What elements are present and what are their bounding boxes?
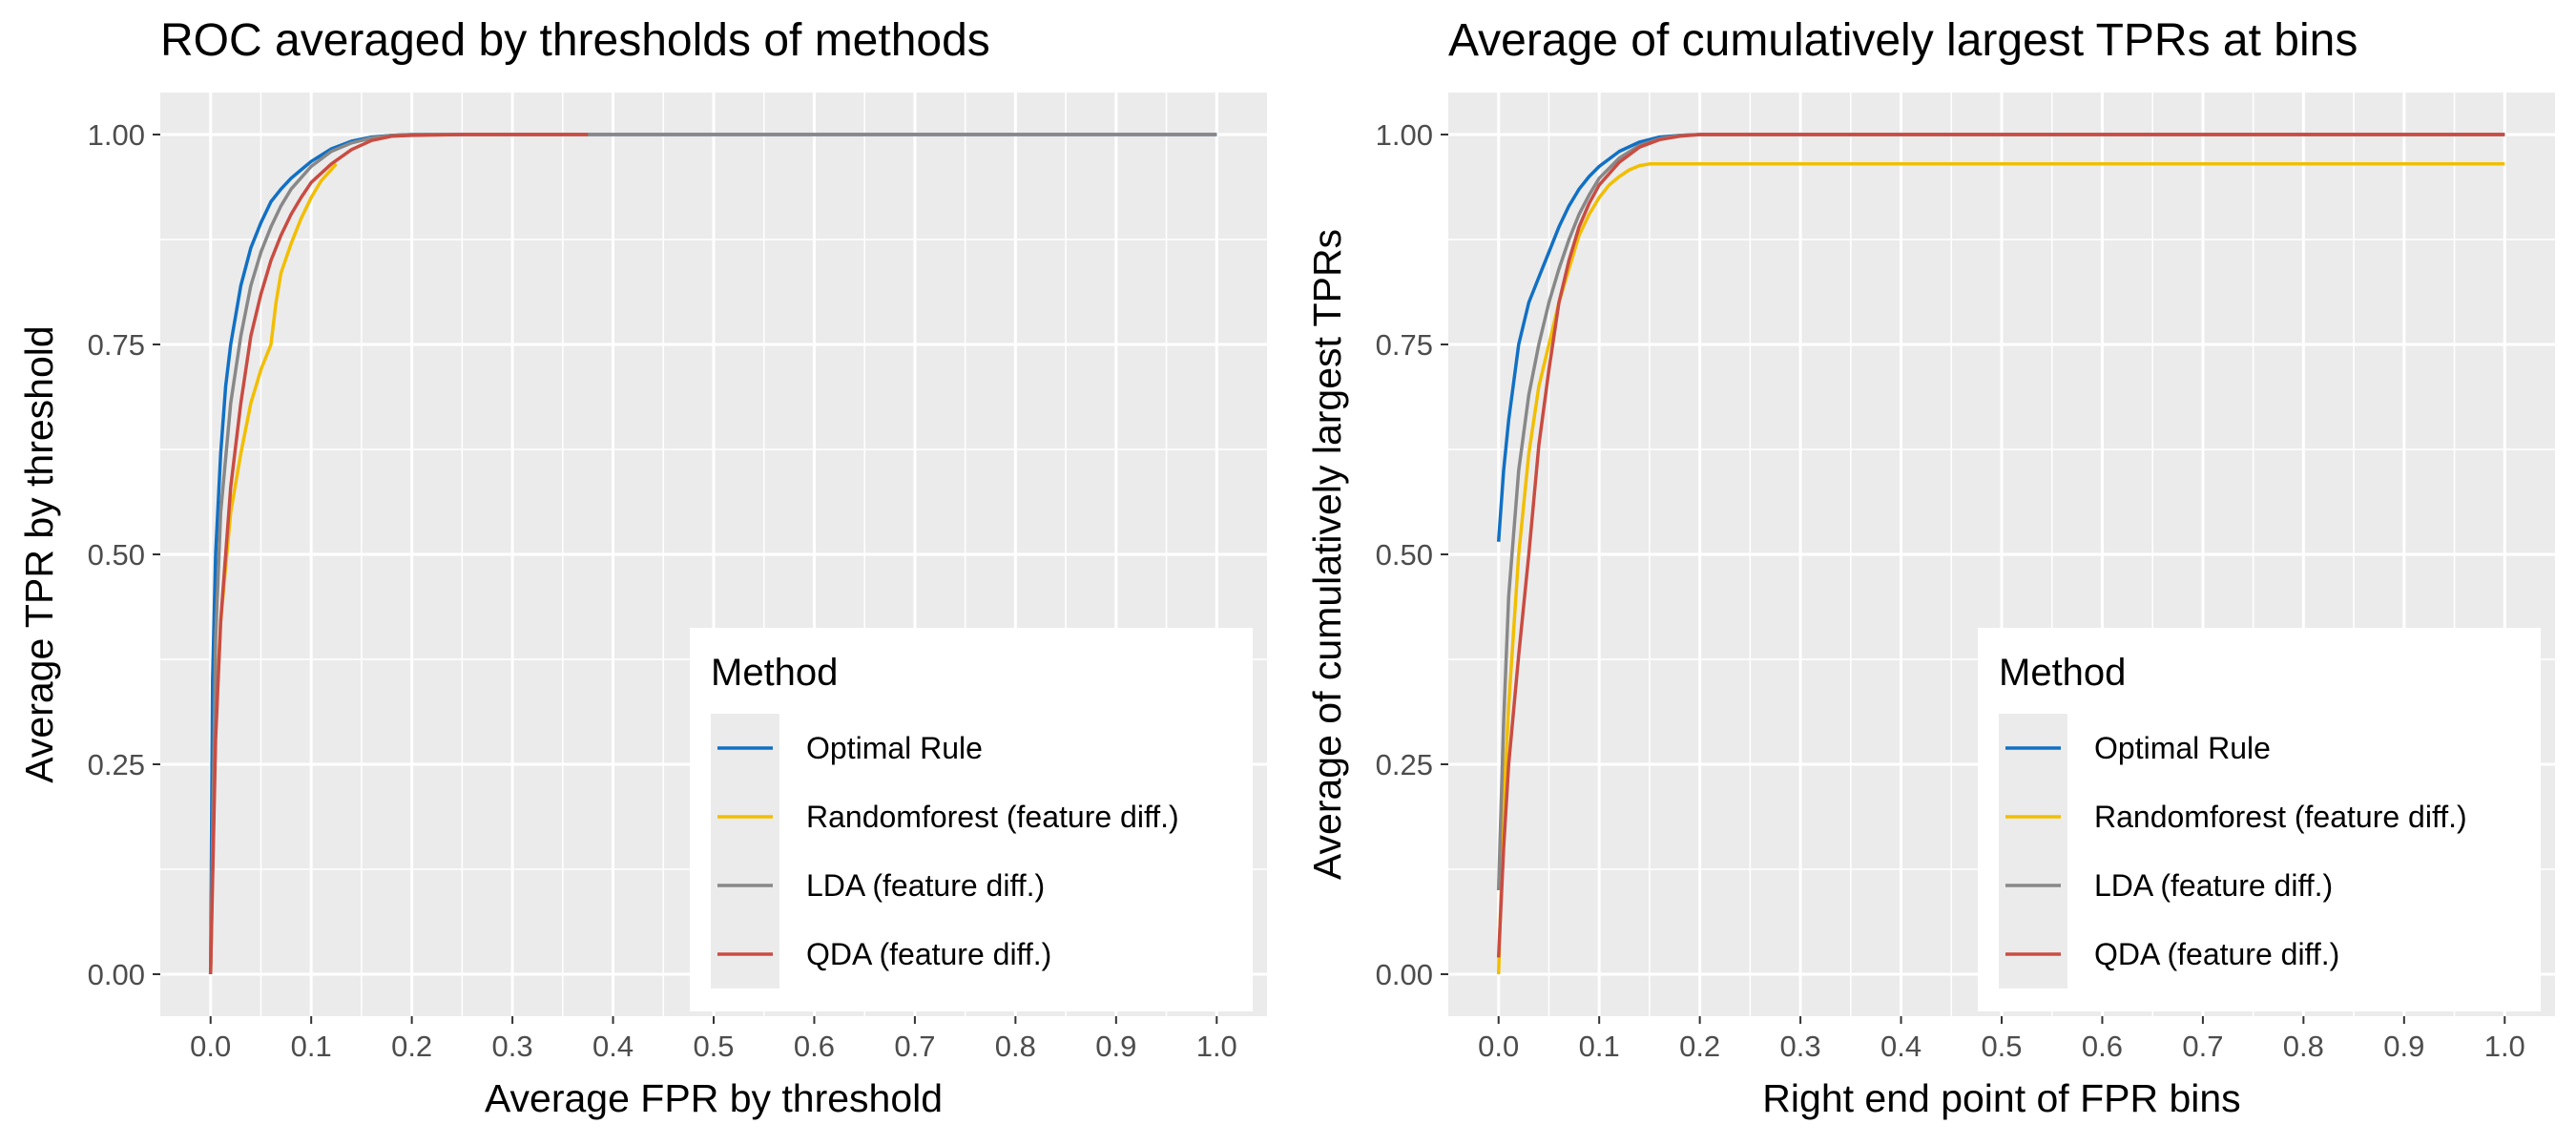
chart2-y-tick-label: 0.75 — [1376, 328, 1433, 362]
chart2-x-axis-title: Right end point of FPR bins — [1762, 1076, 2240, 1120]
chart1-legend-label-4: QDA (feature diff.) — [806, 937, 1051, 971]
chart1-x-tick-label: 0.3 — [492, 1030, 533, 1063]
chart1-x-tick-label: 0.9 — [1095, 1030, 1136, 1063]
chart1-legend-label-2: Randomforest (feature diff.) — [806, 800, 1179, 834]
chart2-legend-label-4: QDA (feature diff.) — [2094, 937, 2339, 971]
chart1-y-tick-label: 0.50 — [88, 538, 145, 572]
chart2-y-axis-title: Average of cumulatively largest TPRs — [1305, 229, 1349, 880]
chart2-legend-label-1: Optimal Rule — [2094, 731, 2271, 765]
chart1-legend-label-1: Optimal Rule — [806, 731, 983, 765]
chart1-x-tick-label: 0.5 — [693, 1030, 734, 1063]
chart1-x-tick-label: 0.2 — [391, 1030, 432, 1063]
chart1-x-tick-label: 0.1 — [291, 1030, 332, 1063]
chart2-x-tick-label: 0.9 — [2383, 1030, 2424, 1063]
chart1-x-tick-label: 0.8 — [995, 1030, 1036, 1063]
chart1-x-tick-label: 0.6 — [794, 1030, 835, 1063]
chart1-x-axis-title: Average FPR by threshold — [485, 1076, 943, 1120]
chart2-legend-label-2: Randomforest (feature diff.) — [2094, 800, 2467, 834]
chart2-title: Average of cumulatively largest TPRs at … — [1448, 15, 2358, 66]
chart2-x-tick-label: 0.7 — [2182, 1030, 2223, 1063]
chart1-x-tick-label: 1.0 — [1196, 1030, 1237, 1063]
chart1-y-axis-title: Average TPR by threshold — [17, 325, 61, 782]
chart1-y-tick-label: 0.25 — [88, 748, 145, 781]
chart1-y-tick-label: 0.75 — [88, 328, 145, 362]
chart2-x-tick-label: 0.0 — [1478, 1030, 1519, 1063]
chart1-y-tick-label: 0.00 — [88, 958, 145, 991]
chart2-x-tick-label: 0.2 — [1679, 1030, 1720, 1063]
chart2-legend-label-3: LDA (feature diff.) — [2094, 868, 2333, 903]
chart2-x-tick-label: 0.4 — [1880, 1030, 1922, 1063]
chart2-x-tick-label: 0.6 — [2082, 1030, 2123, 1063]
chart2-x-tick-label: 0.8 — [2283, 1030, 2324, 1063]
chart2-x-tick-label: 0.1 — [1579, 1030, 1620, 1063]
chart2-x-tick-label: 0.3 — [1780, 1030, 1821, 1063]
chart2-x-tick-label: 1.0 — [2484, 1030, 2525, 1063]
chart1-x-tick-label: 0.4 — [592, 1030, 634, 1063]
chart2-y-tick-label: 1.00 — [1376, 118, 1433, 152]
chart1-y-tick-label: 1.00 — [88, 118, 145, 152]
chart2-y-tick-label: 0.00 — [1376, 958, 1433, 991]
chart2-legend-title: Method — [1999, 652, 2126, 694]
chart1-x-tick-label: 0.0 — [190, 1030, 231, 1063]
chart1-legend-title: Method — [711, 652, 838, 694]
chart2-x-tick-label: 0.5 — [1981, 1030, 2022, 1063]
chart1-legend-label-3: LDA (feature diff.) — [806, 868, 1045, 903]
chart2-y-tick-label: 0.25 — [1376, 748, 1433, 781]
chart1-title: ROC averaged by thresholds of methods — [160, 15, 990, 66]
chart1-x-tick-label: 0.7 — [894, 1030, 935, 1063]
chart2-y-tick-label: 0.50 — [1376, 538, 1433, 572]
